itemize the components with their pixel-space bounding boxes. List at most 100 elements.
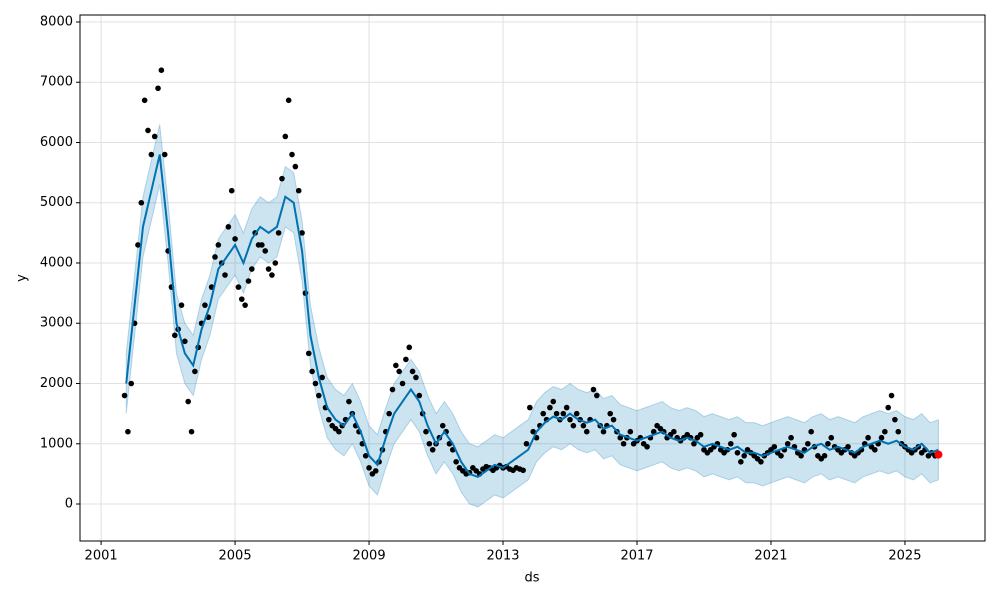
observed-point: [573, 410, 580, 417]
observed-point: [161, 151, 168, 158]
observed-point: [426, 440, 433, 447]
observed-point: [590, 386, 597, 393]
observed-point: [215, 242, 222, 248]
observed-point: [416, 392, 423, 399]
observed-point: [249, 266, 255, 272]
observed-point: [362, 453, 369, 459]
observed-point: [138, 199, 145, 206]
observed-point: [821, 453, 828, 459]
observed-point: [228, 187, 235, 194]
observed-point: [583, 428, 590, 435]
observed-point: [825, 440, 831, 447]
observed-point: [289, 151, 295, 158]
observed-point: [222, 272, 228, 278]
y-tick-label: 0: [65, 497, 73, 512]
observed-point: [309, 368, 315, 375]
observed-point: [520, 467, 526, 474]
observed-point: [888, 392, 895, 399]
observed-point: [259, 242, 265, 248]
observed-point: [346, 398, 352, 405]
x-axis-label: ds: [524, 571, 539, 586]
observed-point: [878, 434, 885, 441]
observed-point: [738, 459, 744, 465]
observed-point: [453, 459, 459, 465]
observed-point: [272, 260, 279, 266]
observed-point: [406, 344, 413, 351]
observed-point: [540, 410, 547, 417]
observed-point: [141, 97, 148, 104]
observed-point: [607, 410, 614, 417]
observed-point: [882, 428, 888, 435]
observed-point: [158, 67, 165, 73]
observed-point: [182, 338, 188, 345]
observed-point: [892, 416, 898, 423]
observed-point: [617, 434, 624, 441]
observed-point: [151, 133, 158, 140]
observed-point: [567, 416, 573, 423]
observed-point: [316, 392, 322, 399]
observed-point: [895, 428, 902, 435]
y-tick-label: 8000: [40, 14, 73, 29]
x-tick-label: 2009: [353, 549, 386, 564]
observed-point: [627, 428, 634, 435]
observed-point: [366, 465, 372, 471]
observed-point: [784, 440, 791, 447]
observed-point: [671, 428, 677, 435]
observed-point: [413, 374, 419, 381]
observed-point: [600, 428, 607, 435]
observed-point: [560, 410, 567, 417]
observed-point: [386, 410, 392, 417]
observed-point: [429, 446, 436, 453]
observed-point: [128, 380, 135, 387]
observed-point: [285, 97, 292, 104]
observed-point: [238, 296, 245, 302]
observed-point: [235, 284, 242, 290]
observed-point: [620, 440, 627, 447]
observed-point: [292, 163, 299, 170]
observed-point: [734, 449, 741, 456]
observed-point: [185, 398, 191, 405]
observed-point: [393, 362, 399, 369]
x-tick-label: 2005: [219, 549, 252, 564]
observed-point: [225, 224, 232, 230]
y-tick-label: 4000: [40, 255, 73, 270]
observed-point: [845, 443, 851, 450]
observed-point: [265, 266, 272, 272]
observed-point: [530, 428, 536, 435]
observed-point: [872, 446, 878, 453]
observed-point: [282, 133, 289, 140]
observed-point: [188, 428, 195, 435]
observed-point: [299, 230, 305, 236]
observed-point: [828, 434, 835, 441]
observed-point: [439, 422, 446, 429]
observed-point: [553, 410, 560, 417]
observed-point: [312, 380, 319, 387]
observed-point: [788, 434, 794, 441]
observed-point: [178, 302, 185, 308]
observed-point: [771, 443, 778, 450]
y-tick-label: 5000: [40, 195, 73, 210]
observed-point: [275, 230, 282, 236]
observed-point: [650, 428, 657, 435]
y-tick-label: 2000: [40, 376, 73, 391]
observed-point: [563, 404, 570, 411]
observed-point: [121, 392, 128, 399]
observed-point: [805, 440, 811, 447]
observed-point: [262, 248, 269, 254]
observed-point: [580, 422, 587, 429]
observed-point: [727, 440, 734, 447]
observed-point: [399, 380, 406, 387]
observed-point: [326, 416, 332, 423]
observed-point: [148, 151, 155, 158]
observed-point: [305, 350, 312, 357]
y-tick-label: 3000: [40, 316, 73, 331]
observed-point: [523, 440, 530, 447]
y-tick-label: 6000: [40, 135, 73, 150]
observed-point: [778, 453, 784, 459]
observed-point: [547, 404, 553, 411]
observed-point: [202, 302, 208, 308]
observed-point: [758, 459, 764, 465]
observed-point: [550, 398, 557, 405]
observed-point: [798, 453, 804, 459]
observed-point: [808, 428, 814, 435]
